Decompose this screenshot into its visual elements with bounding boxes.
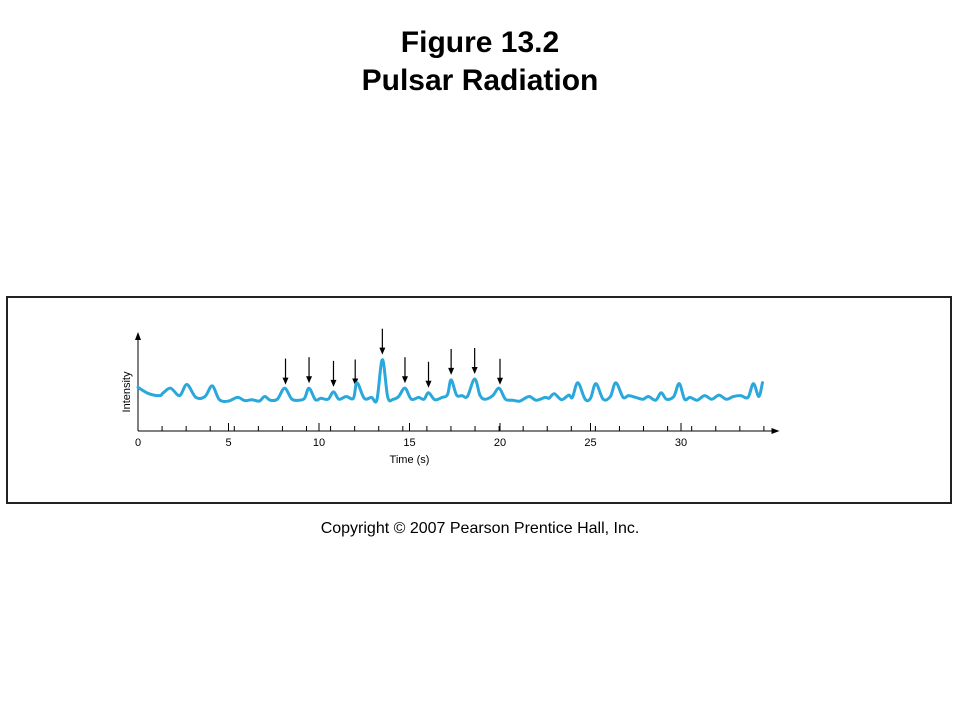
pulse-arrow (471, 348, 478, 374)
pulse-arrow-head (282, 377, 289, 385)
x-tick-label: 15 (403, 437, 415, 449)
x-axis-label: Time (s) (390, 454, 430, 466)
figure-caption: Pulsar Radiation (361, 64, 599, 97)
x-tick-label: 10 (313, 437, 325, 449)
figure-number: Figure 13.2 (400, 26, 560, 59)
chart-axes (135, 332, 780, 434)
x-tick-label: 0 (135, 437, 141, 449)
pulse-arrow-head (471, 367, 478, 374)
copyright-notice: Copyright © 2007 Pearson Prentice Hall, … (320, 520, 640, 537)
pulse-arrow (282, 358, 289, 385)
pulse-arrow (497, 358, 503, 385)
pulse-arrow-head (306, 376, 313, 384)
intensity-series-line (136, 358, 764, 404)
pulse-arrow-head (448, 367, 455, 375)
y-axis-label: Intensity (121, 371, 133, 412)
pulse-arrow-head (497, 377, 503, 385)
pulse-arrow (379, 328, 386, 355)
x-tick-label: 30 (675, 437, 687, 449)
x-axis-arrowhead (771, 428, 780, 434)
pulse-arrow (425, 361, 432, 388)
pulse-arrow (306, 357, 313, 384)
x-tick-label: 5 (225, 437, 231, 449)
series-layer (136, 358, 764, 404)
slide-title: Figure 13.2 Pulsar Radiation (0, 24, 960, 100)
pulse-arrow-head (425, 380, 432, 388)
x-tick-label: 20 (494, 437, 506, 449)
y-axis-arrowhead (135, 332, 141, 340)
pulse-arrow (330, 360, 337, 387)
x-tick-label: 25 (584, 437, 596, 449)
pulse-arrow-head (352, 378, 359, 386)
pulse-arrow-head (330, 379, 337, 387)
pulse-arrow-head (379, 347, 386, 355)
figure-frame: 0 5 10 15 20 25 30 Time (s) Intensity (6, 296, 952, 504)
pulse-arrow (352, 359, 359, 386)
pulse-arrow-head (401, 376, 408, 384)
x-ticks: 0 5 10 15 20 25 30 (135, 423, 765, 449)
pulse-arrows (282, 328, 503, 388)
pulse-arrow (401, 357, 408, 384)
pulsar-chart: 0 5 10 15 20 25 30 Time (s) Intensity (121, 328, 780, 466)
pulse-arrow (448, 348, 455, 375)
